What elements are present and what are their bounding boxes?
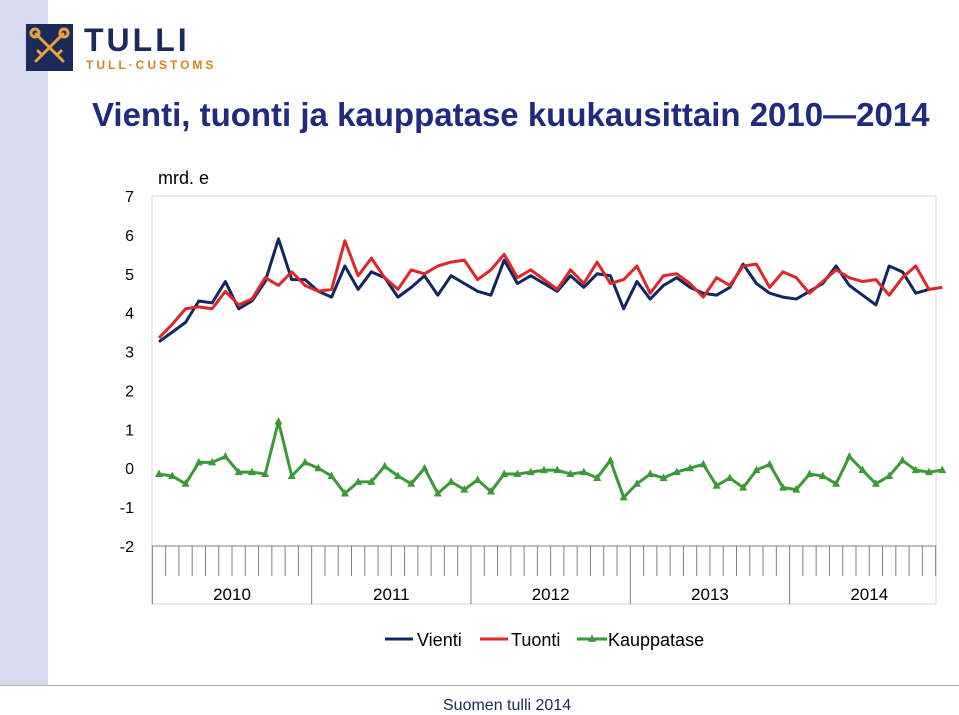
data-point-kauppatase: [393, 471, 402, 479]
y-tick-labels: 7 6 5 4 3 2 1 0 -1 -2: [120, 189, 134, 556]
series-line-vienti: [158, 237, 930, 344]
data-point-kauppatase: [407, 479, 416, 487]
data-point-kauppatase: [739, 483, 748, 491]
data-point-kauppatase: [566, 469, 575, 478]
data-point-kauppatase: [194, 457, 203, 466]
data-point-kauppatase: [460, 485, 469, 493]
data-point-kauppatase: [367, 477, 376, 485]
data-point-kauppatase: [925, 467, 933, 476]
data-point-kauppatase: [261, 469, 270, 478]
page-title: Vienti, tuonti ja kauppatase kuukausitta…: [92, 96, 930, 133]
data-point-kauppatase: [181, 479, 190, 487]
data-point-kauppatase: [725, 473, 734, 481]
data-point-kauppatase: [473, 475, 482, 483]
year-label: 2014: [850, 585, 888, 604]
data-point-kauppatase: [792, 485, 801, 493]
data-point-kauppatase: [274, 417, 283, 425]
y-tick-label: 6: [125, 228, 134, 245]
legend-label-vienti: Vienti: [417, 630, 462, 650]
x-axis: [151, 545, 937, 604]
data-point-kauppatase: [340, 489, 349, 497]
side-band: [0, 0, 48, 685]
data-point-kauppatase: [871, 479, 880, 487]
data-point-kauppatase: [301, 457, 310, 466]
legend-label-tuonti: Tuonti: [511, 630, 560, 650]
data-point-kauppatase: [155, 469, 163, 478]
series-line-kauppatase: [158, 420, 943, 499]
data-point-kauppatase: [500, 469, 509, 478]
y-tick-label: 0: [125, 461, 134, 478]
data-point-kauppatase: [778, 483, 787, 491]
data-point-kauppatase: [898, 455, 907, 464]
data-point-kauppatase: [354, 477, 363, 485]
data-point-kauppatase: [287, 471, 296, 479]
data-point-kauppatase: [579, 467, 588, 476]
logo-wordmark: TULLI: [84, 22, 190, 58]
year-label: 2012: [532, 585, 570, 604]
data-point-kauppatase: [619, 492, 628, 501]
logo-subtext: TULL·CUSTOMS: [86, 58, 217, 72]
data-point-kauppatase: [845, 452, 854, 460]
year-label: 2010: [213, 585, 251, 604]
data-point-kauppatase: [911, 465, 920, 474]
plot-area-frame: [151, 195, 937, 605]
data-point-kauppatase: [327, 471, 336, 479]
legend-label-kauppatase: Kauppatase: [608, 630, 704, 650]
data-point-kauppatase: [208, 457, 217, 466]
data-point-kauppatase: [659, 473, 668, 481]
data-point-kauppatase: [606, 455, 615, 464]
data-point-kauppatase: [632, 479, 641, 487]
data-point-kauppatase: [526, 467, 535, 476]
data-point-kauppatase: [765, 459, 774, 468]
footer-rule: [0, 685, 959, 686]
tulli-logo-emblem: [26, 24, 73, 71]
data-point-kauppatase: [818, 471, 827, 479]
y-axis-unit-label: mrd. e: [158, 168, 210, 188]
data-point-kauppatase: [247, 467, 256, 476]
y-tick-label: 4: [125, 306, 134, 323]
y-tick-label: -1: [120, 500, 134, 517]
data-point-kauppatase: [486, 487, 495, 495]
data-point-kauppatase: [380, 461, 389, 470]
data-point-kauppatase: [593, 473, 602, 481]
y-tick-label: 3: [125, 345, 134, 362]
data-point-kauppatase: [699, 459, 708, 468]
data-point-kauppatase: [168, 471, 177, 479]
y-tick-label: 5: [125, 267, 134, 284]
series-line-tuonti: [157, 239, 943, 339]
crossed-keys-icon: [29, 27, 70, 63]
data-point-kauppatase: [858, 465, 867, 474]
legend: Vienti Tuonti Kauppatase: [385, 630, 704, 650]
data-point-kauppatase: [447, 477, 456, 485]
data-point-kauppatase: [712, 481, 721, 489]
data-point-kauppatase: [646, 469, 655, 478]
data-point-kauppatase: [234, 467, 243, 476]
y-tick-label: 1: [125, 422, 134, 439]
y-tick-label: -2: [120, 539, 134, 556]
data-point-kauppatase: [433, 489, 442, 497]
year-label: 2013: [691, 585, 729, 604]
footer-text: Suomen tulli 2014: [443, 697, 572, 714]
data-point-kauppatase: [672, 467, 681, 476]
data-point-kauppatase: [938, 465, 947, 474]
year-labels: 2010 2011 2012 2013 2014: [213, 585, 888, 604]
series-layer: [155, 237, 947, 501]
data-point-kauppatase: [420, 463, 429, 472]
data-point-kauppatase: [885, 471, 894, 479]
data-point-kauppatase: [221, 452, 230, 460]
data-point-kauppatase: [314, 463, 323, 472]
data-point-kauppatase: [832, 479, 841, 487]
y-tick-label: 7: [125, 189, 134, 206]
data-point-kauppatase: [805, 469, 814, 478]
data-point-kauppatase: [540, 465, 548, 474]
data-point-kauppatase: [553, 465, 562, 474]
legend-marker-kauppatase: [588, 634, 596, 642]
year-label: 2011: [373, 585, 410, 604]
data-point-kauppatase: [513, 469, 522, 478]
data-point-kauppatase: [686, 463, 695, 472]
data-point-kauppatase: [752, 465, 761, 474]
y-tick-label: 2: [125, 383, 134, 400]
